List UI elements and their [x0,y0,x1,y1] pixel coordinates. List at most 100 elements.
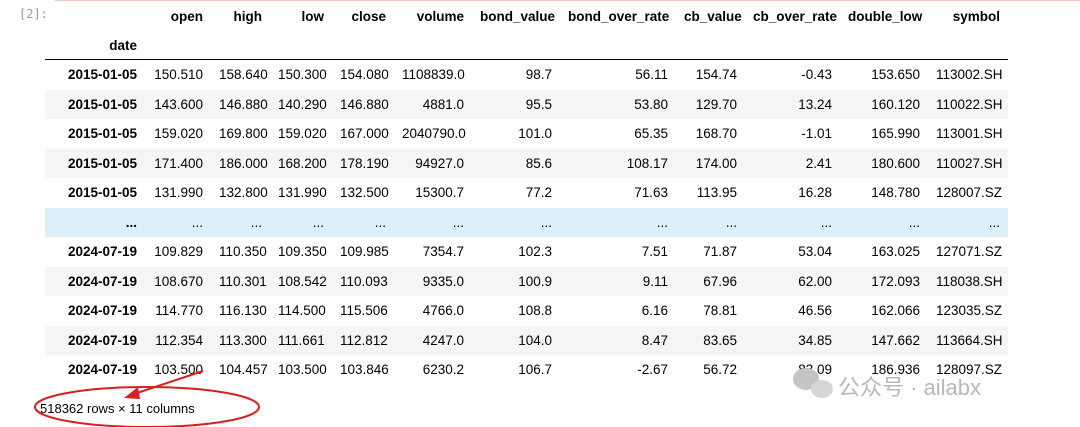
data-cell: 65.35 [634,126,668,142]
table-body: 2015-01-05 150.510 158.640 150.300 154.080 11… [45,60,1008,385]
header-row: open high low close volume bond_value bond_ove… [45,1,1008,31]
data-cell: 83.09 [798,362,832,378]
data-cell: 110.093 [340,273,388,289]
watermark: 公众号 · ailabx [838,375,982,400]
data-cell: 7.51 [641,244,668,260]
column-header: cb_over_rate [753,8,838,24]
data-cell: 67.96 [703,273,737,289]
data-cell: 71.63 [634,185,668,201]
column-header: cb_value [684,8,742,24]
data-cell: 108.8 [518,303,552,319]
index-cell: 2015-01-05 [67,67,137,83]
shape-text: 518362 rows × 11 columns [40,401,195,416]
data-cell: 100.9 [518,273,552,289]
index-spacer [560,31,676,60]
data-cell: 108.542 [278,273,327,289]
index-cell: 2015-01-05 [67,126,137,142]
data-cell: 109.829 [154,244,203,260]
data-cell: 128097.SZ [936,362,1003,378]
data-cell: ... [656,214,668,230]
data-row: 2024-07-19 109.829 110.350 109.350 109.985 73… [45,237,1008,267]
data-cell: 114.770 [155,303,203,319]
column-header: bond_value [480,8,556,24]
data-cell: 131.990 [154,185,203,201]
data-cell: 109.985 [340,244,389,260]
index-spacer [211,31,270,60]
column-header: close [351,8,386,24]
data-cell: 4766.0 [422,303,464,319]
data-cell: 113664.SH [936,332,1003,348]
data-cell: 7354.7 [422,244,464,260]
dataframe: open high low close volume bond_value bond_ove… [45,1,1008,385]
data-row: 2015-01-05 150.510 158.640 150.300 154.080 11… [45,60,1008,90]
data-cell: 85.6 [525,155,552,171]
data-cell: 34.85 [798,332,832,348]
data-cell: 108.670 [154,273,203,289]
data-cell: ... [820,214,832,230]
column-header: high [233,8,263,24]
data-cell: ... [452,214,464,230]
data-cell: 129.70 [695,96,737,112]
data-cell: ... [374,214,386,230]
data-cell: 174.00 [695,155,737,171]
data-cell: ... [250,214,262,230]
data-cell: 71.87 [703,244,737,260]
data-cell: 165.990 [871,126,920,142]
data-cell: 159.020 [278,126,327,142]
data-cell: 53.04 [798,244,832,260]
data-cell: -2.67 [637,362,668,378]
data-row: 2015-01-05 131.990 132.800 131.990 132.500 15… [45,178,1008,208]
data-cell: 146.880 [219,96,268,112]
data-cell: 186.936 [871,362,920,378]
data-cell: 110022.SH [936,96,1003,112]
data-cell: 167.000 [340,126,389,142]
data-cell: 162.066 [871,303,920,319]
column-header: double_low [848,8,923,24]
data-cell: 112.812 [340,332,388,348]
data-cell: ... [988,214,1000,230]
data-cell: 169.800 [219,126,268,142]
data-cell: 158.640 [219,67,268,83]
index-cell: 2015-01-05 [67,185,137,201]
data-cell: 118038.SH [936,273,1003,289]
data-cell: 115.506 [340,303,388,319]
data-cell: 159.020 [154,126,203,142]
data-cell: 131.990 [278,185,327,201]
data-row: 2015-01-05 171.400 186.000 168.200 178.190 94… [45,148,1008,178]
data-cell: 132.800 [219,185,268,201]
data-cell: 4881.0 [422,96,464,112]
data-cell: -0.43 [801,67,832,83]
data-cell: 83.65 [703,332,737,348]
data-cell: 110.301 [219,273,267,289]
data-row: 2024-07-19 103.500 104.457 103.500 103.846 62… [45,355,1008,385]
data-cell: 78.81 [703,303,737,319]
data-row: 2015-01-05 159.020 169.800 159.020 167.000 20… [45,119,1008,149]
data-row: 2024-07-19 108.670 110.301 108.542 110.093 93… [45,266,1008,296]
data-cell: 2040790.0 [402,126,466,142]
data-cell: 103.846 [340,362,389,378]
data-cell: 180.600 [871,155,920,171]
data-cell: 15300.7 [415,185,464,201]
data-cell: 101.0 [518,126,552,142]
data-cell: 113001.SH [936,126,1003,142]
data-cell: 104.457 [219,362,268,378]
data-cell: 168.200 [278,155,327,171]
data-cell: 150.300 [278,67,327,83]
index-cell: 2024-07-19 [67,362,137,378]
index-spacer [745,31,840,60]
data-row: 2015-01-05 143.600 146.880 140.290 146.880 48… [45,89,1008,119]
index-spacer [332,31,394,60]
data-cell: 160.120 [871,96,920,112]
index-cell: 2015-01-05 [67,155,137,171]
index-spacer [676,31,745,60]
data-cell: 13.24 [798,96,832,112]
data-cell: 6230.2 [422,362,464,378]
data-cell: 8.47 [641,332,668,348]
data-cell: 168.70 [695,126,737,142]
data-cell: 106.7 [518,362,552,378]
data-cell: ... [312,214,324,230]
data-cell: 98.7 [525,67,552,83]
data-cell: 163.025 [871,244,920,260]
ellipsis-row: .................................... [45,207,1008,237]
data-cell: 53.80 [634,96,668,112]
